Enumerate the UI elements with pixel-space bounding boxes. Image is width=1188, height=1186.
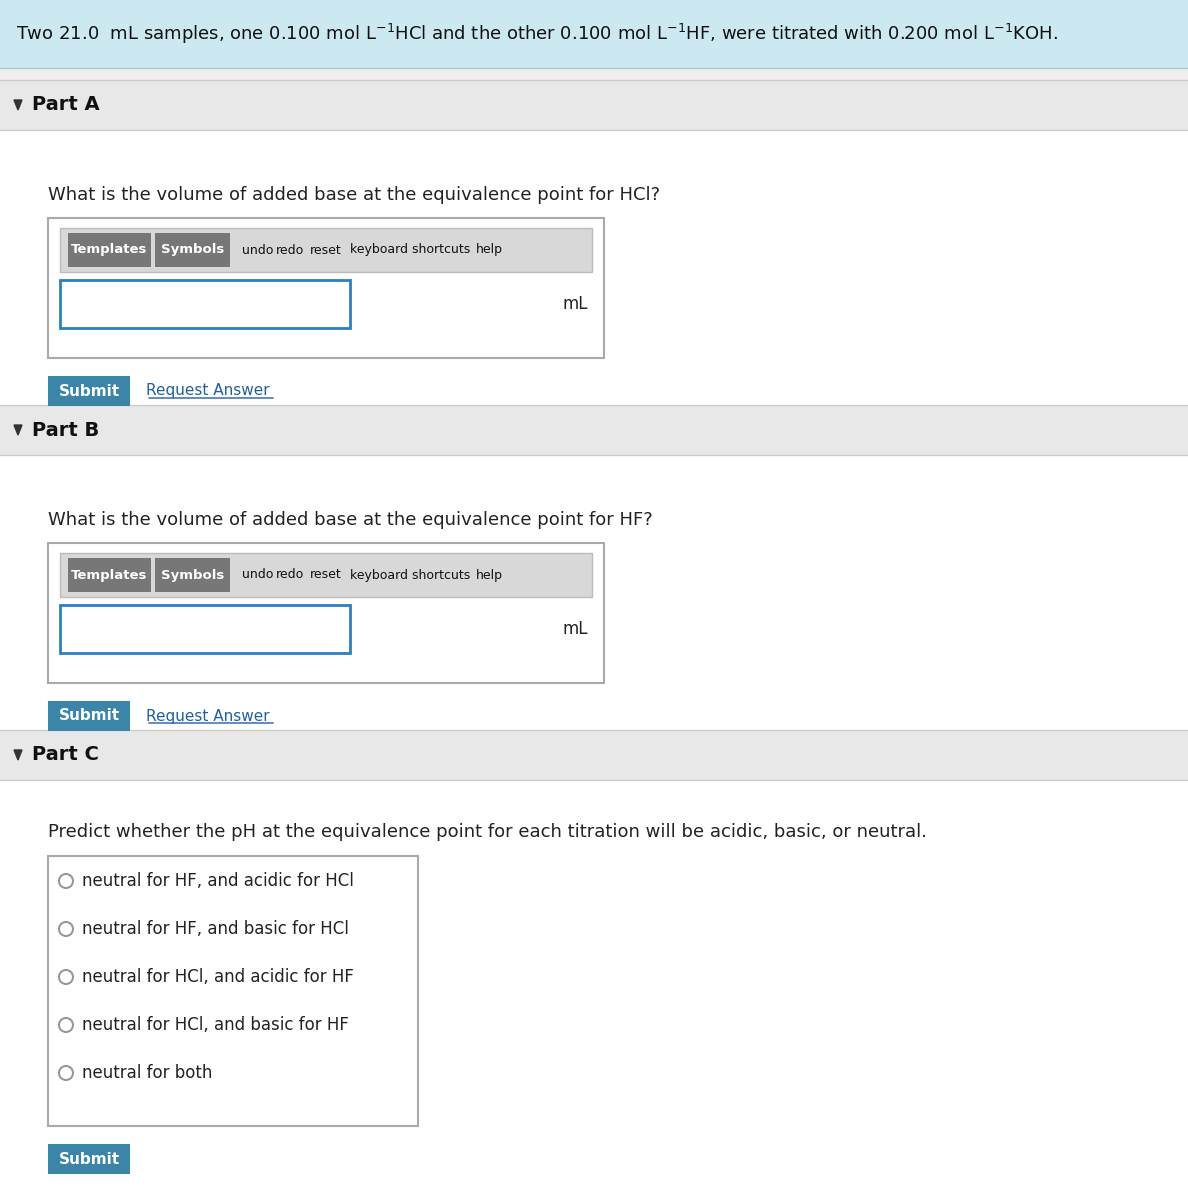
- Text: Submit: Submit: [58, 383, 120, 398]
- Text: Predict whether the pH at the equivalence point for each titration will be acidi: Predict whether the pH at the equivalenc…: [48, 823, 927, 841]
- Text: Templates: Templates: [71, 568, 147, 581]
- Bar: [0, 130, 1188, 404]
- Text: What is the volume of added base at the equivalence point for HCl?: What is the volume of added base at the …: [48, 186, 661, 204]
- Text: neutral for HF, and acidic for HCl: neutral for HF, and acidic for HCl: [82, 872, 354, 890]
- Bar: [0, 731, 1188, 780]
- Text: Request Answer: Request Answer: [146, 383, 270, 398]
- Bar: [0, 780, 1188, 1186]
- Bar: [61, 553, 592, 597]
- Bar: [61, 280, 350, 329]
- Text: What is the volume of added base at the equivalence point for HF?: What is the volume of added base at the …: [48, 511, 652, 529]
- Text: neutral for HCl, and basic for HF: neutral for HCl, and basic for HF: [82, 1016, 349, 1034]
- Text: undo: undo: [242, 243, 273, 256]
- Text: Two 21.0  mL samples, one 0.100 mol L$^{-1}$HCl and the other 0.100 mol L$^{-1}$: Two 21.0 mL samples, one 0.100 mol L$^{-…: [15, 23, 1057, 46]
- Polygon shape: [14, 750, 23, 760]
- Text: Symbols: Symbols: [160, 568, 225, 581]
- Bar: [48, 856, 418, 1126]
- Bar: [68, 557, 151, 592]
- Text: reset: reset: [310, 568, 342, 581]
- Text: Submit: Submit: [58, 708, 120, 723]
- Bar: [68, 232, 151, 267]
- Text: mL: mL: [562, 295, 588, 313]
- Bar: [61, 228, 592, 272]
- Text: neutral for HF, and basic for HCl: neutral for HF, and basic for HCl: [82, 920, 349, 938]
- Bar: [48, 376, 129, 406]
- Text: Part A: Part A: [32, 96, 100, 115]
- Text: help: help: [475, 243, 503, 256]
- Bar: [154, 557, 230, 592]
- Text: redo: redo: [276, 568, 304, 581]
- Text: redo: redo: [276, 243, 304, 256]
- Bar: [61, 605, 350, 653]
- Bar: [48, 218, 604, 358]
- Text: reset: reset: [310, 243, 342, 256]
- Bar: [0, 455, 1188, 731]
- Bar: [48, 543, 604, 683]
- Text: neutral for HCl, and acidic for HF: neutral for HCl, and acidic for HF: [82, 968, 354, 986]
- Bar: [154, 232, 230, 267]
- Text: Submit: Submit: [58, 1152, 120, 1167]
- Polygon shape: [14, 425, 23, 435]
- Bar: [48, 1144, 129, 1174]
- Text: help: help: [475, 568, 503, 581]
- Text: Symbols: Symbols: [160, 243, 225, 256]
- Text: mL: mL: [562, 620, 588, 638]
- Bar: [48, 701, 129, 731]
- Text: keyboard shortcuts: keyboard shortcuts: [350, 243, 470, 256]
- Text: Request Answer: Request Answer: [146, 708, 270, 723]
- Text: neutral for both: neutral for both: [82, 1064, 213, 1082]
- Bar: [0, 79, 1188, 130]
- Text: keyboard shortcuts: keyboard shortcuts: [350, 568, 470, 581]
- Text: Templates: Templates: [71, 243, 147, 256]
- Text: Part B: Part B: [32, 421, 100, 440]
- Bar: [0, 0, 1188, 68]
- Polygon shape: [14, 100, 23, 110]
- Bar: [0, 404, 1188, 455]
- Text: Part C: Part C: [32, 746, 99, 765]
- Text: undo: undo: [242, 568, 273, 581]
